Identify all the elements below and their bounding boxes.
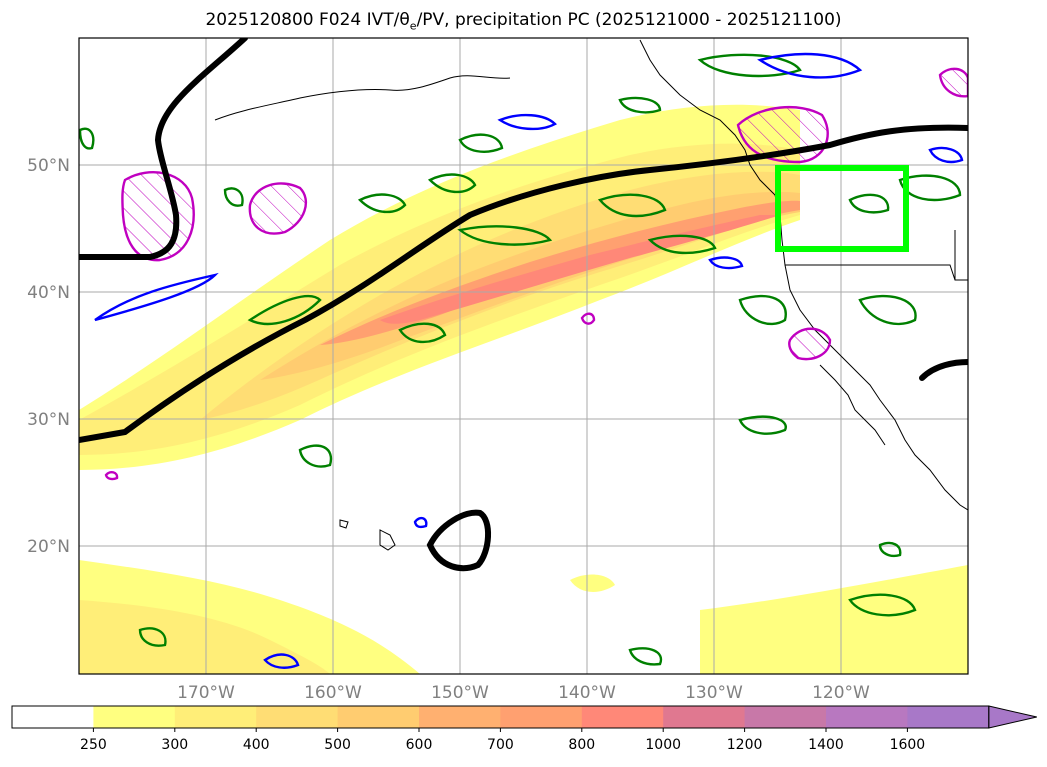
jet-contour-subtropical-high bbox=[426, 509, 491, 572]
colorbar-segment bbox=[419, 706, 501, 728]
colorbar-extend-arrow bbox=[988, 705, 1037, 729]
ivt-800-core bbox=[380, 215, 780, 324]
theta-e-contour bbox=[247, 294, 322, 326]
colorbar-segment bbox=[500, 706, 583, 728]
colorbar-label: 300 bbox=[161, 737, 188, 753]
lon-labels: 170°W 160°W 150°W 140°W 130°W 120°W bbox=[177, 683, 870, 703]
lat-label: 30°N bbox=[27, 410, 70, 430]
colorbar-segment bbox=[174, 706, 257, 728]
pc-contour bbox=[104, 470, 119, 481]
theta-e-contour bbox=[223, 187, 244, 207]
theta-e-contour bbox=[79, 127, 95, 150]
colorbar-segment bbox=[93, 706, 176, 728]
colorbar-segment bbox=[826, 706, 908, 728]
pc-contour bbox=[788, 327, 832, 361]
colorbar-label: 400 bbox=[243, 737, 270, 753]
precip-region-box bbox=[775, 165, 909, 252]
jet-contour-west bbox=[79, 38, 248, 260]
colorbar-label: 800 bbox=[568, 737, 595, 753]
colorbar-label: 600 bbox=[406, 737, 433, 753]
theta-e-contours bbox=[79, 53, 962, 666]
theta-e-contour bbox=[738, 294, 787, 326]
colorbar-label: 250 bbox=[80, 737, 107, 753]
pv-contour bbox=[413, 516, 428, 529]
colorbar-segment bbox=[907, 706, 990, 728]
theta-e-contour bbox=[357, 193, 407, 214]
map-content bbox=[79, 38, 968, 674]
colorbar-segment bbox=[663, 706, 746, 728]
colorbar-segment bbox=[744, 706, 827, 728]
lon-label: 150°W bbox=[431, 683, 489, 703]
colorbar-label: 1600 bbox=[890, 737, 926, 753]
jet-contour-east bbox=[919, 359, 968, 381]
map-frame bbox=[78, 37, 969, 675]
colorbar-label: 1200 bbox=[727, 737, 763, 753]
lat-labels: 50°N 40°N 30°N 20°N bbox=[27, 156, 70, 557]
pv-contour bbox=[263, 653, 300, 669]
pv-contour bbox=[928, 146, 964, 164]
colorbar-label: 1000 bbox=[645, 737, 681, 753]
ivt-shading bbox=[79, 104, 968, 674]
pv-contour bbox=[708, 256, 744, 270]
pv-contour bbox=[94, 272, 219, 322]
pv-contours bbox=[94, 52, 964, 669]
lon-label: 170°W bbox=[177, 683, 235, 703]
colorbar-segment bbox=[581, 706, 664, 728]
theta-e-contour bbox=[398, 322, 447, 344]
figure-title: 2025120800 F024 IVT/θe/PV, precipitation… bbox=[205, 10, 842, 33]
coastlines bbox=[214, 39, 968, 551]
theta-e-contour bbox=[618, 96, 662, 114]
pc-contour bbox=[938, 67, 968, 98]
jet-contours bbox=[79, 38, 968, 572]
theta-e-contour bbox=[848, 593, 917, 617]
colorbar-segment bbox=[337, 706, 420, 728]
theta-e-contour bbox=[457, 225, 553, 246]
lon-label: 120°W bbox=[812, 683, 870, 703]
theta-e-contour bbox=[898, 174, 962, 202]
theta-e-contour bbox=[628, 647, 663, 666]
lat-label: 50°N bbox=[27, 156, 70, 176]
ivt-250-se-patch bbox=[570, 574, 615, 592]
theta-e-contour bbox=[138, 627, 167, 647]
pc-contour bbox=[248, 182, 307, 235]
theta-e-contour bbox=[738, 415, 787, 435]
colorbar-label: 700 bbox=[487, 737, 514, 753]
theta-e-contour bbox=[858, 294, 917, 326]
theta-e-contour bbox=[458, 133, 504, 153]
colorbar-label: 500 bbox=[324, 737, 351, 753]
lat-label: 20°N bbox=[27, 537, 70, 557]
pc-contour bbox=[580, 312, 596, 325]
pc-contour bbox=[121, 171, 195, 262]
theta-e-contour bbox=[427, 173, 477, 194]
jet-contour-main bbox=[79, 124, 968, 443]
pv-contour bbox=[757, 52, 863, 79]
theta-e-contour bbox=[848, 193, 890, 214]
graticule bbox=[79, 38, 968, 674]
ivt-250-se-band bbox=[700, 565, 968, 674]
colorbar-segment bbox=[12, 706, 94, 728]
pv-contour bbox=[497, 113, 557, 131]
lon-label: 140°W bbox=[558, 683, 616, 703]
colorbar-label: 1400 bbox=[808, 737, 844, 753]
theta-e-contour bbox=[647, 234, 717, 255]
theta-e-contour bbox=[697, 53, 802, 78]
colorbar: 250 300 400 500 600 700 800 1000 1200 1400 1600 bbox=[11, 705, 1037, 753]
lat-label: 40°N bbox=[27, 283, 70, 303]
theta-e-contour bbox=[298, 444, 333, 468]
theta-e-contour bbox=[878, 541, 902, 558]
lon-label: 160°W bbox=[304, 683, 362, 703]
ivt-300-south-band bbox=[79, 600, 330, 674]
lon-label: 130°W bbox=[685, 683, 743, 703]
theta-e-contour bbox=[597, 193, 667, 218]
colorbar-segment bbox=[256, 706, 339, 728]
